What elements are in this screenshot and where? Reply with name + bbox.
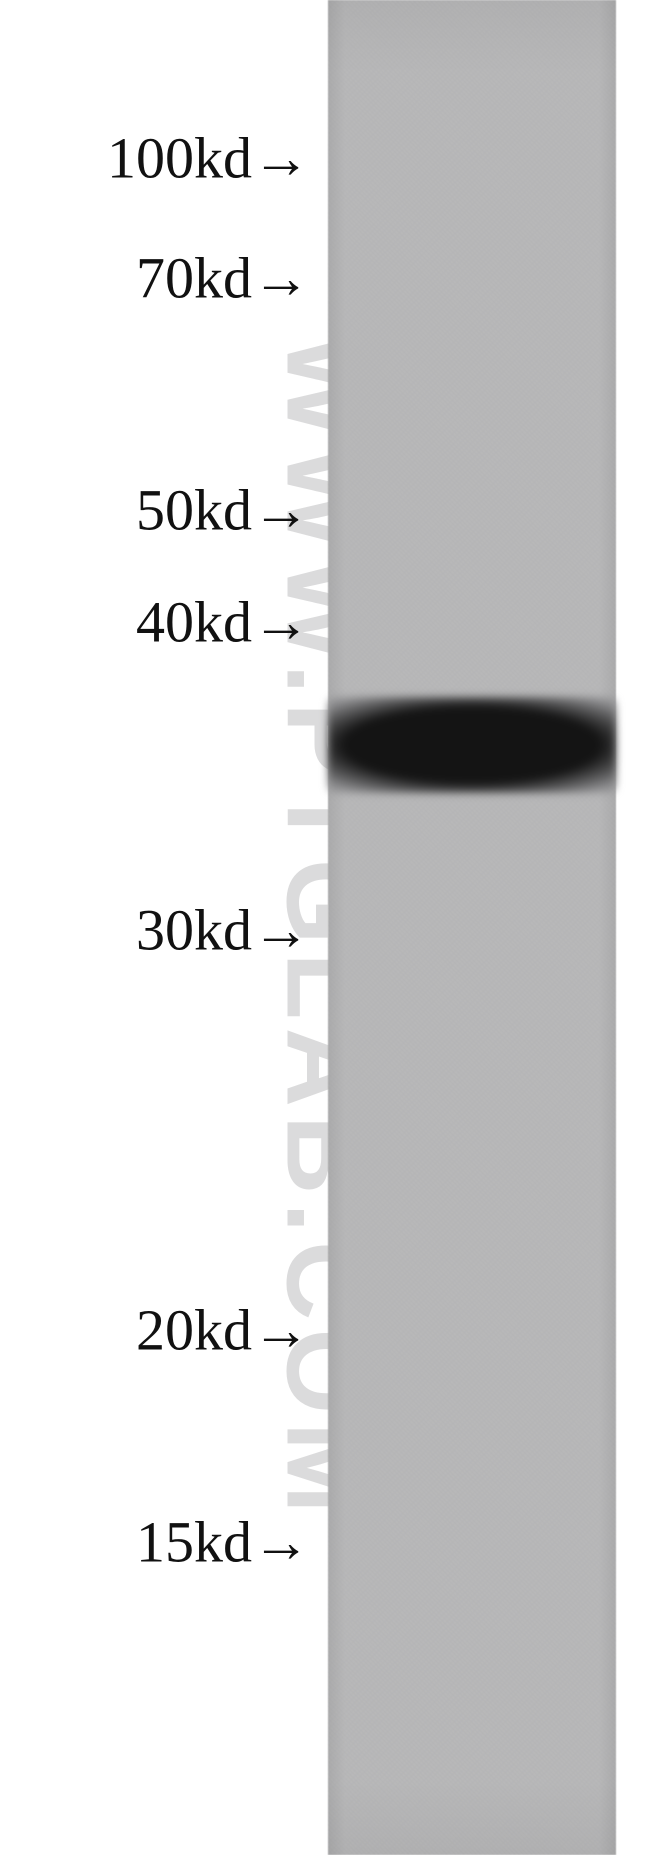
marker-label: 15kd→	[136, 1509, 310, 1576]
marker-label: 70kd→	[136, 245, 310, 312]
marker-label: 40kd→	[136, 589, 310, 656]
marker-label: 50kd→	[136, 477, 310, 544]
blot-lane-container	[328, 0, 616, 1855]
lane-noise-overlay	[328, 0, 616, 1855]
marker-label: 20kd→	[136, 1297, 310, 1364]
marker-label: 30kd→	[136, 897, 310, 964]
blot-band	[328, 697, 616, 793]
marker-label: 100kd→	[107, 125, 310, 192]
blot-lane	[328, 0, 616, 1855]
